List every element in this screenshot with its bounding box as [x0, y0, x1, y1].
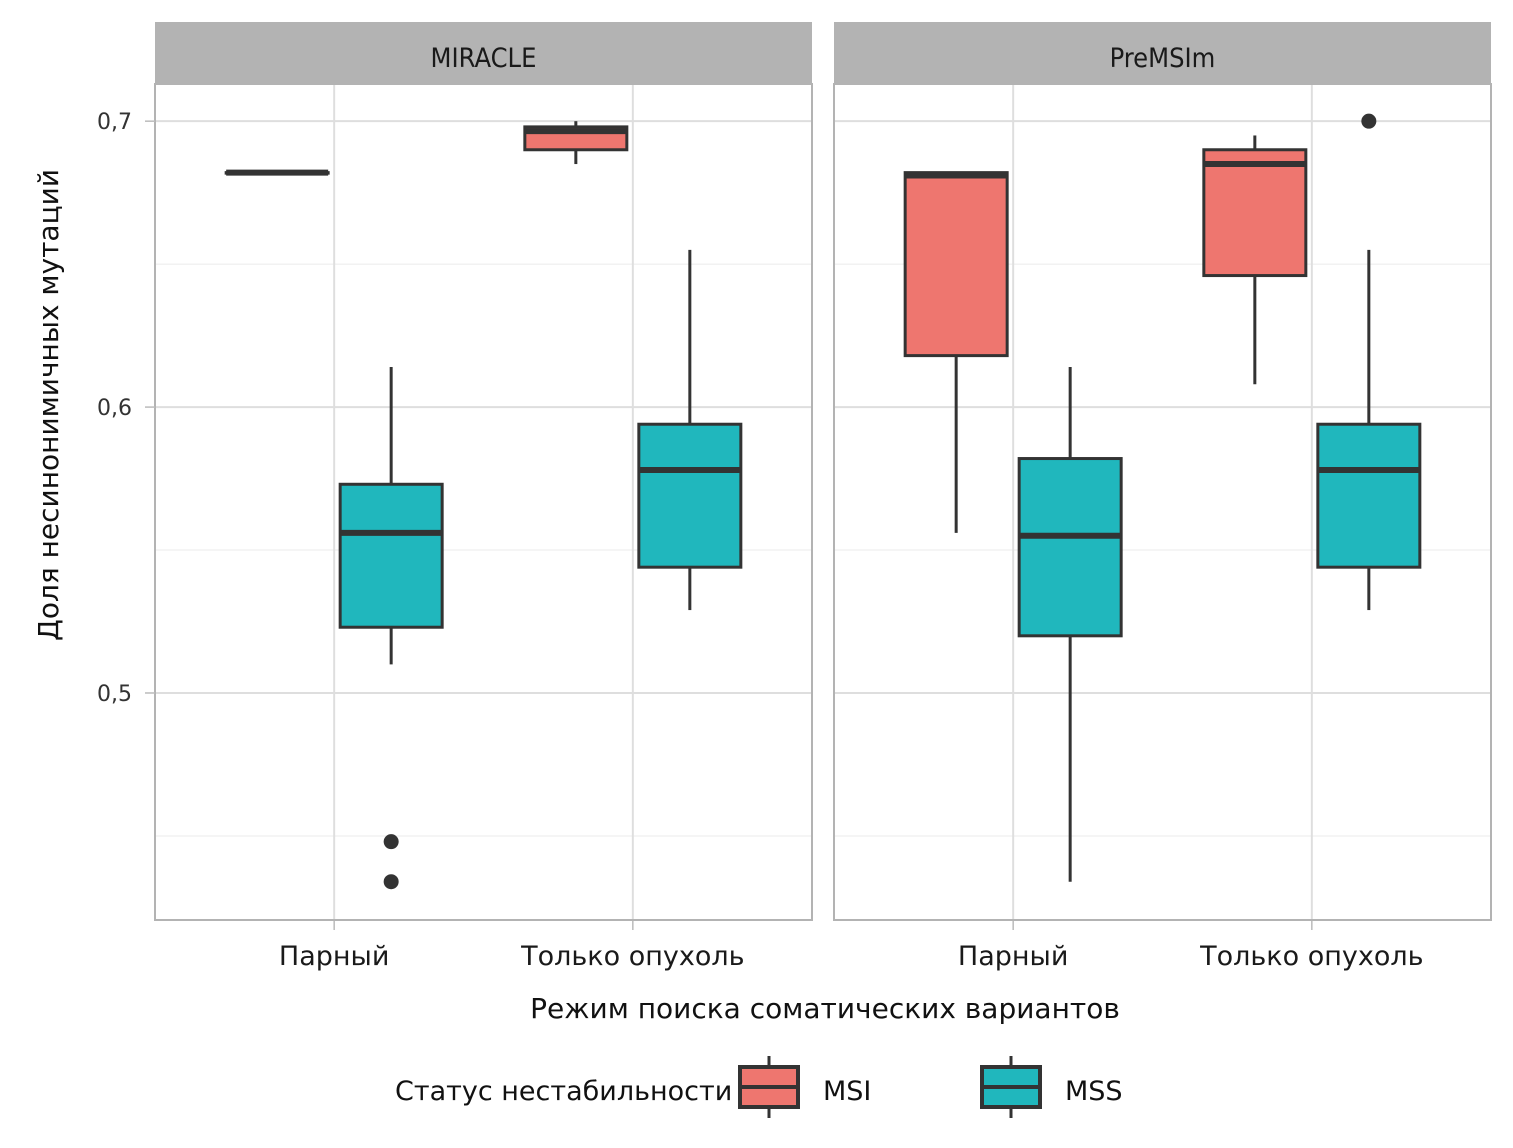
x-tick-label: Только опухоль — [520, 941, 744, 972]
facet-strip — [155, 22, 812, 84]
outlier-point — [1361, 113, 1377, 129]
box-body — [338, 482, 444, 629]
box-msi — [1202, 135, 1308, 385]
x-axis-title: Режим поиска соматических вариантов — [530, 992, 1120, 1025]
panel-premsim: PreMSIm Парный Только опухоль — [833, 22, 1492, 972]
y-axis-title: Доля несинонимичных мутаций — [32, 169, 65, 641]
x-tick-label: Парный — [958, 941, 1069, 972]
panel-border — [833, 83, 1492, 921]
box-mss — [637, 249, 743, 611]
legend: Статус нестабильности MSI MSS — [395, 1056, 1123, 1118]
box-body — [1316, 422, 1422, 569]
x-tick-label: Только опухоль — [1199, 941, 1423, 972]
legend-label: MSI — [823, 1076, 871, 1107]
legend-item-msi: MSI — [738, 1056, 871, 1118]
y-axis: 0,5 0,6 0,7 — [97, 110, 155, 707]
box-msi — [224, 169, 330, 176]
box-body — [903, 171, 1009, 358]
box-msi — [903, 171, 1009, 533]
box-body — [637, 422, 743, 569]
panel-border — [154, 83, 813, 921]
facet-strip — [834, 22, 1491, 84]
facet-strip-label: PreMSIm — [1110, 43, 1216, 74]
box-mss — [338, 367, 444, 890]
legend-title: Статус нестабильности — [395, 1076, 732, 1107]
box-body — [1017, 457, 1123, 638]
box-mss — [1017, 367, 1123, 882]
facet-panels: MIRACLE Парный Только опухоль PreMSIm Парный… — [154, 22, 1492, 972]
box-msi — [523, 121, 629, 165]
outlier-point — [383, 874, 399, 890]
y-tick-label: 0,7 — [97, 110, 132, 135]
box-body — [1202, 148, 1308, 278]
legend-item-mss: MSS — [980, 1056, 1123, 1118]
outlier-point — [383, 834, 399, 850]
y-tick-label: 0,5 — [97, 682, 132, 707]
panel-miracle: MIRACLE Парный Только опухоль — [154, 22, 813, 972]
box-mss — [1316, 113, 1422, 611]
legend-label: MSS — [1065, 1076, 1123, 1107]
y-tick-label: 0,6 — [97, 396, 132, 421]
x-tick-label: Парный — [279, 941, 390, 972]
facet-strip-label: MIRACLE — [431, 43, 537, 74]
